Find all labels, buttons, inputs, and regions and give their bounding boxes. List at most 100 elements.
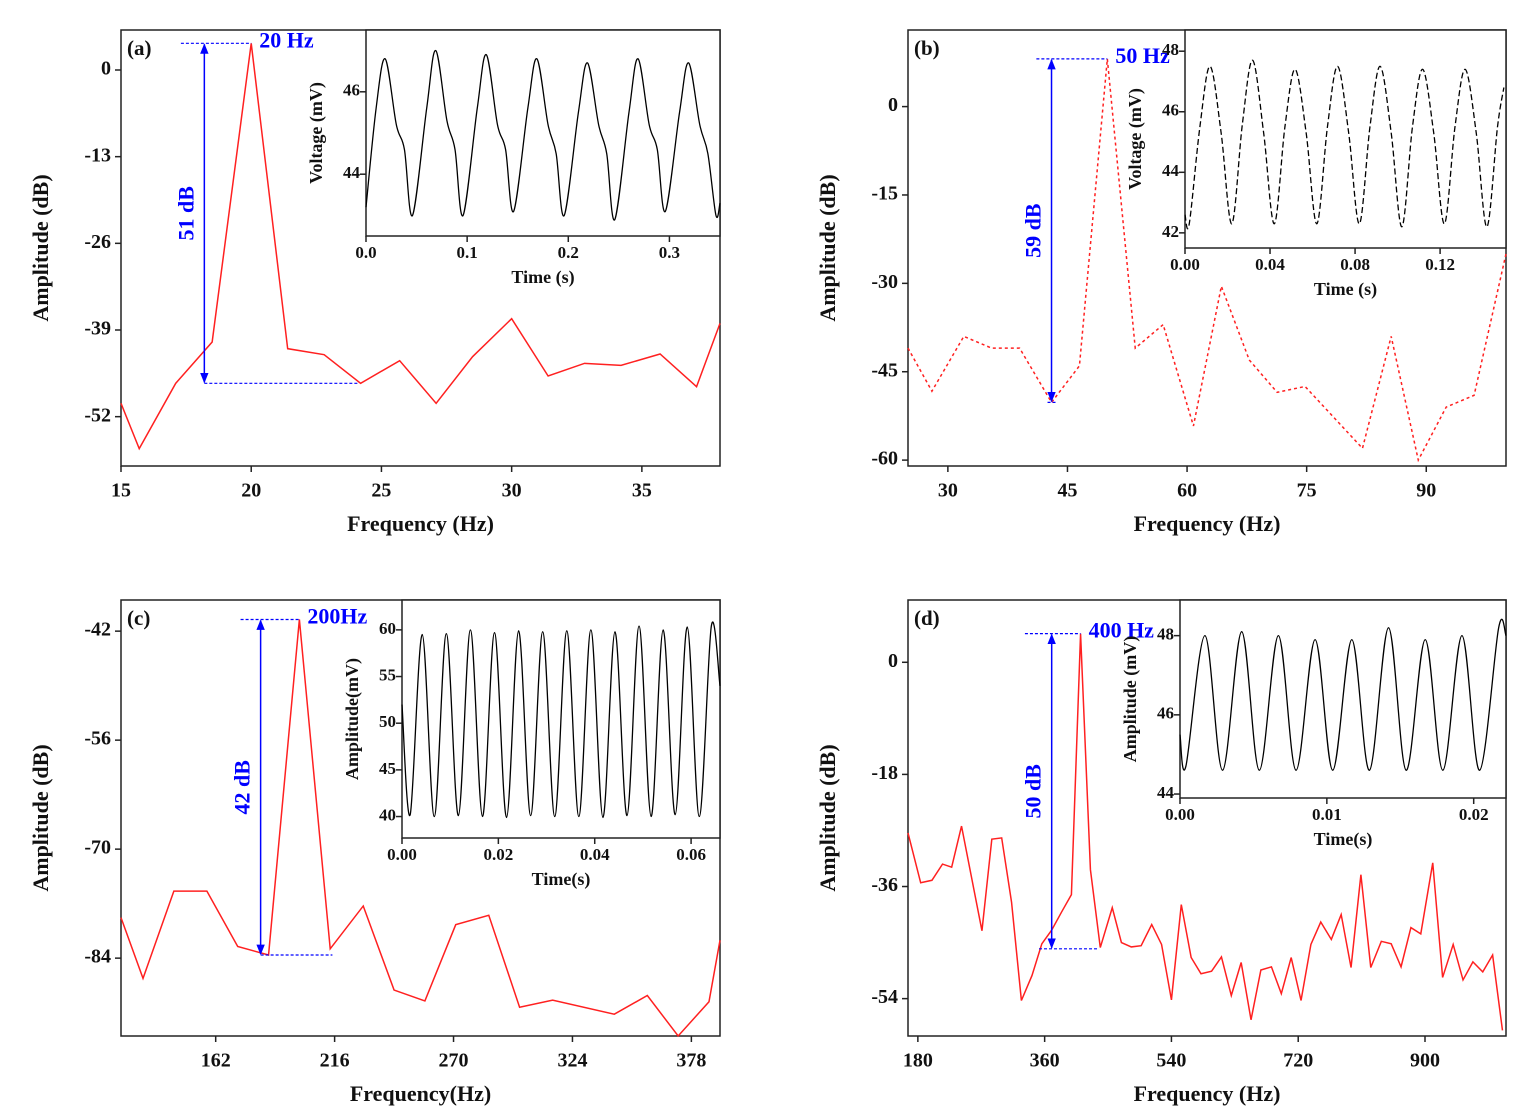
y-tick-label: -84 bbox=[84, 946, 111, 968]
x-tick-label: 0.2 bbox=[558, 243, 579, 262]
x-tick-label: 324 bbox=[557, 1050, 587, 1072]
y-tick-label: 44 bbox=[343, 163, 361, 182]
y-tick-label: 44 bbox=[1162, 161, 1180, 180]
inset-frame bbox=[365, 29, 721, 237]
y-tick-label: 48 bbox=[1157, 625, 1174, 644]
x-tick-label: 20 bbox=[241, 480, 261, 502]
x-tick-label: 90 bbox=[1416, 480, 1436, 502]
y-axis-label: Amplitude (dB) bbox=[815, 744, 840, 891]
y-tick-label: -39 bbox=[84, 318, 111, 340]
x-tick-label: 35 bbox=[632, 480, 652, 502]
y-tick-label: 0 bbox=[888, 94, 898, 116]
y-tick-label: 0 bbox=[888, 650, 898, 672]
y-tick-label: -54 bbox=[871, 986, 898, 1008]
x-axis-label: Frequency (Hz) bbox=[1134, 1081, 1281, 1106]
y-tick-label: -60 bbox=[871, 448, 898, 470]
y-axis-label: Amplitude(mV) bbox=[342, 658, 363, 780]
x-tick-label: 360 bbox=[1030, 1050, 1060, 1072]
x-tick-label: 720 bbox=[1283, 1050, 1313, 1072]
range-label: 51 dB bbox=[173, 186, 198, 241]
waveform bbox=[1184, 59, 1505, 230]
x-tick-label: 75 bbox=[1297, 480, 1317, 502]
x-tick-label: 60 bbox=[1177, 480, 1197, 502]
y-tick-label: 46 bbox=[343, 81, 360, 100]
x-tick-label: 900 bbox=[1410, 1050, 1440, 1072]
y-tick-label: 48 bbox=[1162, 40, 1179, 59]
peak-label: 400 Hz bbox=[1089, 618, 1155, 643]
y-axis-label: Amplitude (dB) bbox=[815, 174, 840, 321]
x-tick-label: 0.1 bbox=[457, 243, 478, 262]
y-tick-label: -26 bbox=[84, 231, 111, 253]
y-tick-label: -13 bbox=[84, 144, 111, 166]
x-tick-label: 0.02 bbox=[483, 845, 513, 864]
x-axis-label: Time(s) bbox=[1314, 829, 1373, 850]
x-tick-label: 0.12 bbox=[1425, 255, 1455, 274]
x-tick-label: 378 bbox=[676, 1050, 706, 1072]
y-tick-label: 45 bbox=[379, 759, 396, 778]
peak-label: 200Hz bbox=[307, 604, 367, 629]
panel-label: (a) bbox=[127, 36, 152, 60]
panel-label: (c) bbox=[127, 606, 150, 630]
range-label: 59 dB bbox=[1021, 203, 1046, 258]
y-tick-label: -70 bbox=[84, 837, 111, 859]
x-tick-label: 0.00 bbox=[1170, 255, 1200, 274]
spectrum-line bbox=[907, 58, 1507, 463]
x-tick-label: 0.3 bbox=[659, 243, 680, 262]
y-tick-label: -36 bbox=[871, 874, 898, 896]
y-tick-label: 0 bbox=[101, 58, 111, 80]
y-tick-label: 40 bbox=[379, 805, 396, 824]
x-axis-label: Frequency (Hz) bbox=[1134, 511, 1281, 536]
x-tick-label: 30 bbox=[938, 480, 958, 502]
inset-frame bbox=[1184, 29, 1507, 249]
x-tick-label: 270 bbox=[439, 1050, 469, 1072]
waveform bbox=[365, 49, 721, 221]
y-axis-label: Amplitude (dB) bbox=[28, 174, 53, 321]
x-tick-label: 25 bbox=[371, 480, 391, 502]
x-tick-label: 45 bbox=[1057, 480, 1077, 502]
x-tick-label: 0.00 bbox=[1165, 805, 1195, 824]
x-tick-label: 15 bbox=[111, 480, 131, 502]
waveform bbox=[1179, 618, 1507, 771]
peak-label: 50 Hz bbox=[1115, 43, 1170, 68]
x-tick-label: 0.0 bbox=[355, 243, 376, 262]
x-axis-label: Frequency (Hz) bbox=[347, 511, 494, 536]
y-tick-label: 44 bbox=[1157, 783, 1175, 802]
x-tick-label: 180 bbox=[903, 1050, 933, 1072]
waveform bbox=[401, 621, 721, 819]
x-tick-label: 0.00 bbox=[387, 845, 417, 864]
y-tick-label: -45 bbox=[871, 359, 898, 381]
y-tick-label: 55 bbox=[379, 665, 396, 684]
y-tick-label: 46 bbox=[1157, 704, 1174, 723]
x-tick-label: 0.02 bbox=[1459, 805, 1489, 824]
y-tick-label: -56 bbox=[84, 728, 111, 750]
x-tick-label: 162 bbox=[201, 1050, 231, 1072]
y-tick-label: 42 bbox=[1162, 222, 1179, 241]
y-tick-label: -18 bbox=[871, 762, 898, 784]
x-tick-label: 0.04 bbox=[580, 845, 610, 864]
y-tick-label: 60 bbox=[379, 619, 396, 638]
x-tick-label: 0.06 bbox=[676, 845, 706, 864]
x-tick-label: 30 bbox=[502, 480, 522, 502]
y-tick-label: 46 bbox=[1162, 101, 1179, 120]
y-axis-label: Amplitude (dB) bbox=[28, 744, 53, 891]
range-label: 50 dB bbox=[1021, 764, 1046, 819]
x-axis-label: Frequency(Hz) bbox=[350, 1081, 491, 1106]
y-axis-label: Amplitude (mV) bbox=[1120, 636, 1141, 763]
x-axis-label: Time (s) bbox=[1314, 279, 1377, 300]
x-tick-label: 216 bbox=[320, 1050, 350, 1072]
x-tick-label: 0.01 bbox=[1312, 805, 1342, 824]
panel-label: (d) bbox=[914, 606, 940, 630]
y-tick-label: -42 bbox=[84, 619, 111, 641]
y-tick-label: -52 bbox=[84, 404, 111, 426]
peak-label: 20 Hz bbox=[259, 27, 314, 52]
y-tick-label: 50 bbox=[379, 712, 396, 731]
spectrum-line bbox=[907, 633, 1504, 1031]
y-tick-label: -15 bbox=[871, 183, 898, 205]
x-tick-label: 0.08 bbox=[1340, 255, 1370, 274]
y-axis-label: Voltage (mV) bbox=[1125, 88, 1146, 190]
spectrum-line bbox=[120, 619, 721, 1038]
range-label: 42 dB bbox=[230, 760, 255, 815]
y-tick-label: -30 bbox=[871, 271, 898, 293]
